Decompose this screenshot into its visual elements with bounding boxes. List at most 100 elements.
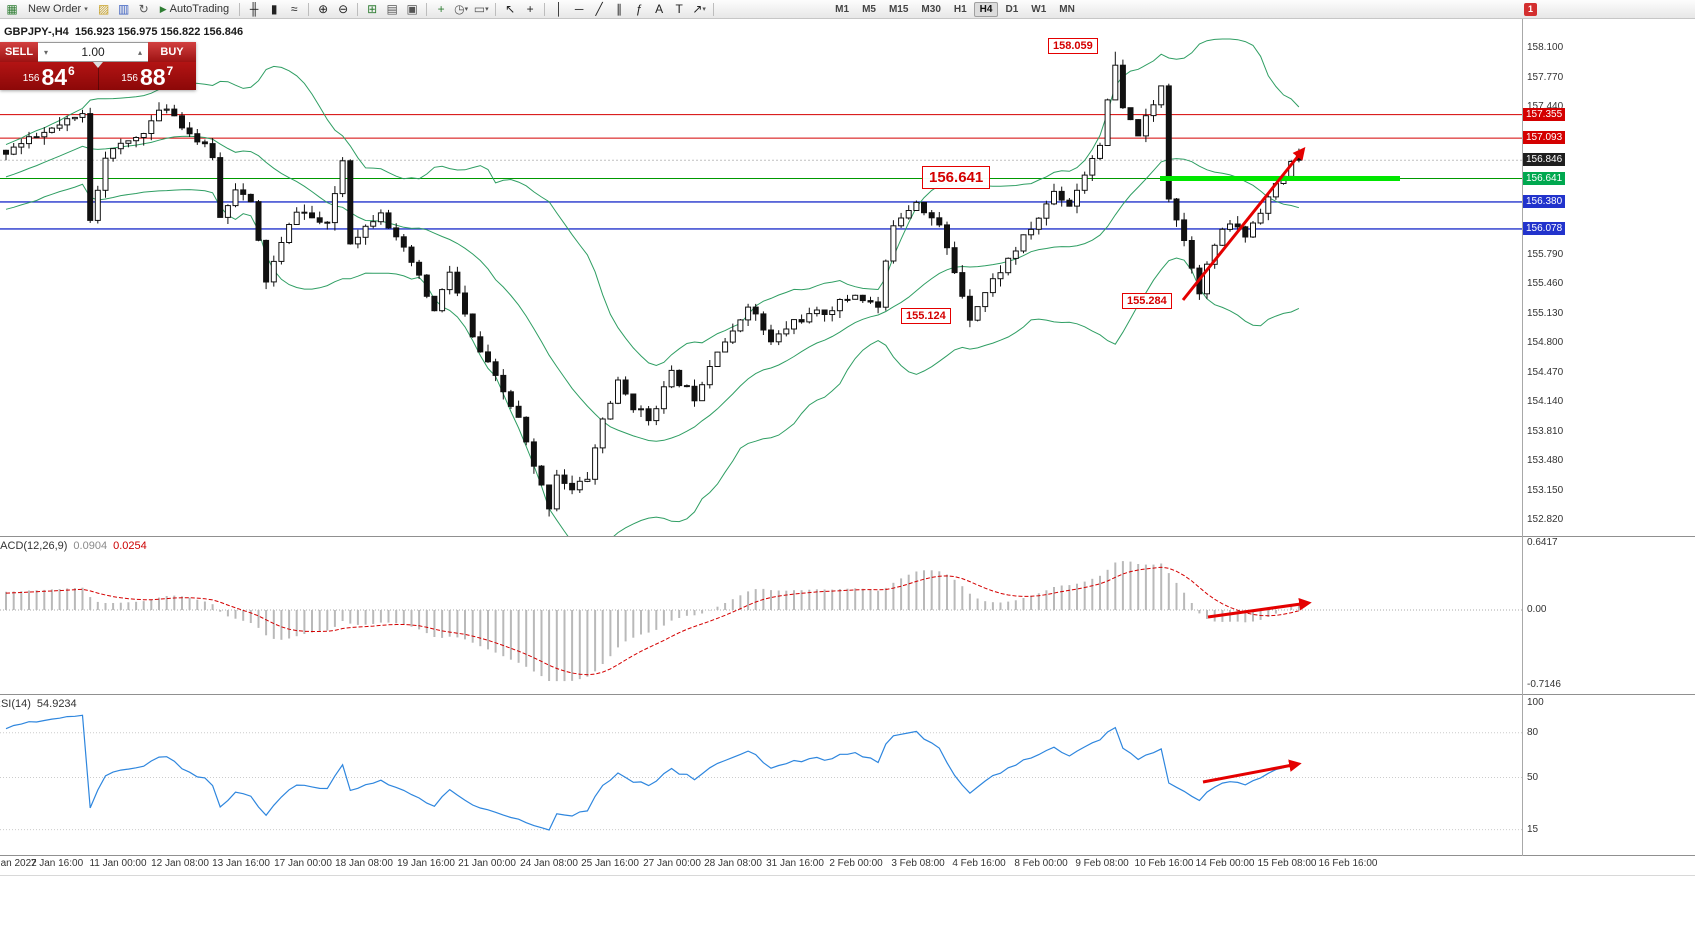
volume-decrease-button[interactable]: ▾ xyxy=(43,47,48,57)
zoom-in-icon[interactable]: ⊕ xyxy=(318,1,329,16)
rsi-axis-tick: 100 xyxy=(1527,697,1544,708)
data-window-icon[interactable]: ▥ xyxy=(118,1,130,16)
price-axis-badge: 156.641 xyxy=(1523,172,1566,185)
timeframe-button-m15[interactable]: M15 xyxy=(888,3,909,15)
price-annotation[interactable]: 158.059 xyxy=(1048,38,1098,54)
tile-windows-icon[interactable]: ⊞ xyxy=(367,1,378,16)
time-axis-label: 10 Feb 16:00 xyxy=(1134,858,1194,869)
price-axis-tick: 158.100 xyxy=(1527,42,1564,53)
timeframe-button-m1[interactable]: M1 xyxy=(835,3,850,15)
volume-increase-button[interactable]: ▴ xyxy=(137,47,142,57)
autotrading-play-icon: ▶ xyxy=(159,3,167,14)
toolbar: ▦ New Order ▾ ▨ ▥ ↻ ▶ AutoTrading ╫ ▮ ≈ … xyxy=(0,0,1695,19)
objects-window-icon[interactable]: ▣ xyxy=(406,1,418,16)
time-axis-label: 19 Jan 16:00 xyxy=(397,858,455,869)
time-axis-label: 31 Jan 16:00 xyxy=(766,858,824,869)
ask-big-digits: 88 xyxy=(139,64,166,90)
macd-name: MACD(12,26,9) xyxy=(0,540,68,552)
toolbar-separator xyxy=(239,2,241,16)
price-axis-tick: 152.820 xyxy=(1527,514,1564,525)
timeframe-button-h4[interactable]: H4 xyxy=(973,1,999,17)
zoom-out-icon[interactable]: ⊖ xyxy=(338,1,349,16)
toolbar-separator xyxy=(308,2,310,16)
new-order-button[interactable]: New Order ▾ xyxy=(23,1,93,17)
time-axis-label: 9 Feb 08:00 xyxy=(1075,858,1129,869)
template-icon: ▭ xyxy=(473,1,486,16)
time-axis-label: 3 Feb 08:00 xyxy=(891,858,945,869)
rsi-axis-tick: 15 xyxy=(1527,824,1539,835)
toolbar-separator xyxy=(495,2,497,16)
vertical-line-tool-icon[interactable]: │ xyxy=(555,1,563,16)
bid-prefix: 156 xyxy=(22,73,40,84)
new-order-caret-icon: ▾ xyxy=(84,6,88,13)
rsi-axis-tick: 80 xyxy=(1527,727,1539,738)
add-indicator-icon[interactable]: + xyxy=(437,1,445,16)
channel-tool-icon[interactable]: ∥ xyxy=(616,1,623,16)
timeframe-button-d1[interactable]: D1 xyxy=(1005,3,1019,15)
indicators-window-icon[interactable]: ▤ xyxy=(386,1,398,16)
macd-axis-tick: 0.00 xyxy=(1527,604,1547,615)
timeframe-button-w1[interactable]: W1 xyxy=(1031,3,1047,15)
time-axis-label: 15 Feb 08:00 xyxy=(1257,858,1317,869)
timeframe-button-m30[interactable]: M30 xyxy=(921,3,941,15)
volume-box: ▾ ▴ xyxy=(38,42,148,62)
price-axis-badge: 156.846 xyxy=(1523,153,1566,166)
fibonacci-tool-icon[interactable]: ƒ xyxy=(635,1,643,16)
rsi-value: 54.9234 xyxy=(36,698,77,710)
sell-button[interactable]: SELL xyxy=(0,42,38,62)
volume-input[interactable] xyxy=(51,45,135,59)
bid-price[interactable]: 156 84 6 xyxy=(0,62,99,90)
spread-indicator-icon xyxy=(93,62,103,68)
time-axis-label: 2 Feb 00:00 xyxy=(829,858,883,869)
price-annotation[interactable]: 156.641 xyxy=(922,166,991,189)
autotrading-button[interactable]: ▶ AutoTrading xyxy=(155,1,234,17)
crosshair-icon[interactable]: + xyxy=(526,1,534,16)
price-axis-tick: 153.150 xyxy=(1527,485,1564,496)
time-axis-label: 11 Jan 00:00 xyxy=(89,858,147,869)
rsi-axis-tick: 50 xyxy=(1527,772,1539,783)
price-axis-badge: 157.093 xyxy=(1523,131,1566,144)
candlestick-chart-icon[interactable]: ▮ xyxy=(270,1,278,16)
autotrading-label: AutoTrading xyxy=(169,3,230,15)
time-axis-label: 13 Jan 16:00 xyxy=(212,858,270,869)
label-tool-icon[interactable]: T xyxy=(675,1,683,16)
time-axis-label: 16 Feb 16:00 xyxy=(1318,858,1378,869)
alert-icon[interactable]: 1 xyxy=(1524,3,1537,16)
buy-button[interactable]: BUY xyxy=(148,42,196,62)
ask-price[interactable]: 156 88 7 xyxy=(99,62,197,90)
time-axis-label: 7 Jan 16:00 xyxy=(30,858,84,869)
price-axis-badge: 157.355 xyxy=(1523,108,1566,121)
price-axis-tick: 153.810 xyxy=(1527,426,1564,437)
toolbar-separator xyxy=(357,2,359,16)
price-axis-tick: 154.800 xyxy=(1527,337,1564,348)
periods-caret-icon: ▾ xyxy=(464,5,469,13)
price-annotation[interactable]: 155.124 xyxy=(901,308,951,324)
bid-big-digits: 84 xyxy=(41,64,68,90)
timeframe-button-h1[interactable]: H1 xyxy=(953,3,967,15)
templates-icon[interactable]: ▭ ▾ xyxy=(472,2,490,17)
text-tool-icon[interactable]: A xyxy=(655,1,664,16)
price-axis-badge: 156.380 xyxy=(1523,195,1566,208)
timeframe-button-m5[interactable]: M5 xyxy=(862,3,876,15)
bid-pip-digit: 6 xyxy=(68,64,75,78)
bar-chart-icon[interactable]: ╫ xyxy=(249,1,259,16)
templates-caret-icon: ▾ xyxy=(485,5,489,13)
price-annotation[interactable]: 155.284 xyxy=(1122,293,1172,309)
price-axis-tick: 153.480 xyxy=(1527,455,1564,466)
line-chart-icon[interactable]: ≈ xyxy=(290,1,298,16)
trendline-tool-icon[interactable]: ╱ xyxy=(595,1,603,16)
new-order-label: New Order xyxy=(28,3,82,15)
rsi-indicator-label: RSI(14) 54.9234 xyxy=(0,698,83,710)
timeframe-button-mn[interactable]: MN xyxy=(1059,3,1075,15)
horizontal-line-tool-icon[interactable]: ─ xyxy=(574,1,584,16)
price-axis-tick: 155.130 xyxy=(1527,308,1564,319)
refresh-icon[interactable]: ↻ xyxy=(138,1,149,16)
metaeditor-icon[interactable]: ▨ xyxy=(98,1,110,16)
arrows-tool-icon[interactable]: ↗ ▾ xyxy=(690,2,708,17)
ask-pip-digit: 7 xyxy=(166,64,174,78)
price-axis-tick: 154.470 xyxy=(1527,367,1564,378)
new-chart-icon[interactable]: ▦ xyxy=(6,1,18,16)
cursor-icon[interactable]: ↖ xyxy=(505,1,516,16)
periods-icon[interactable]: ◷ ▾ xyxy=(452,2,470,17)
